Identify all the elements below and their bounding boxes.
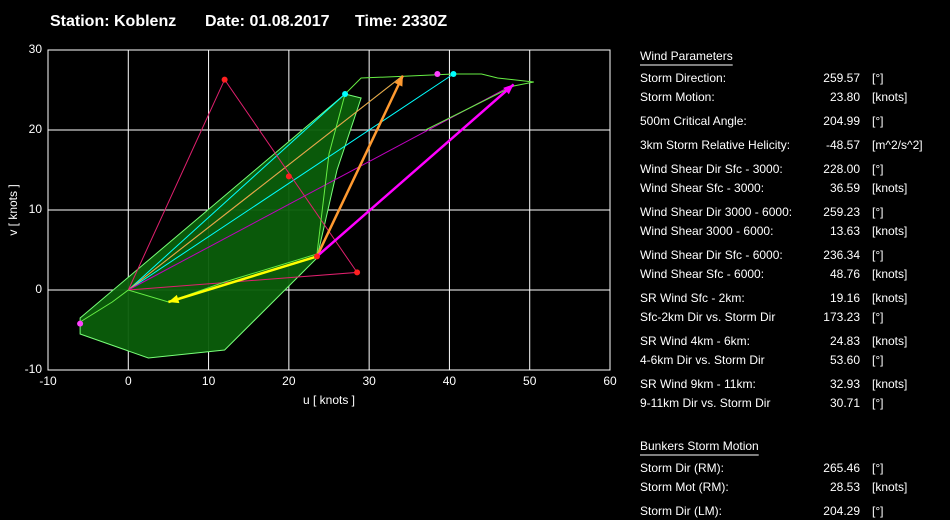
x-tick-label: 20 xyxy=(282,374,296,388)
param-label: SR Wind 9km - 11km: xyxy=(640,377,756,391)
param-unit: [°] xyxy=(872,353,883,367)
arrow-head xyxy=(394,75,403,87)
param-value: 32.93 xyxy=(830,377,860,391)
param-unit: [°] xyxy=(872,71,883,85)
param-value: 19.16 xyxy=(830,291,860,305)
param-label: Wind Shear Sfc - 6000: xyxy=(640,267,764,281)
param-value: 53.60 xyxy=(830,353,860,367)
param-value: 23.80 xyxy=(830,90,860,104)
hodo-line xyxy=(128,83,514,291)
y-tick-label: 20 xyxy=(29,122,43,136)
point xyxy=(221,76,228,83)
param-value: 13.63 xyxy=(830,224,860,238)
point xyxy=(77,320,84,327)
param-value: 265.46 xyxy=(823,461,860,475)
param-unit: [knots] xyxy=(872,334,907,348)
param-unit: [°] xyxy=(872,310,883,324)
param-label: Storm Direction: xyxy=(640,71,726,85)
param-unit: [knots] xyxy=(872,377,907,391)
param-unit: [°] xyxy=(872,396,883,410)
x-axis-label: u [ knots ] xyxy=(303,393,355,407)
param-unit: [m^2/s^2] xyxy=(872,138,923,152)
y-axis-label: v [ knots ] xyxy=(6,184,20,235)
param-label: 4-6km Dir vs. Storm Dir xyxy=(640,353,765,367)
point xyxy=(342,91,349,97)
param-value: 36.59 xyxy=(830,181,860,195)
param-unit: [knots] xyxy=(872,90,907,104)
param-label: 500m Critical Angle: xyxy=(640,114,747,128)
param-unit: [°] xyxy=(872,461,883,475)
param-label: 3km Storm Relative Helicity: xyxy=(640,138,790,152)
param-value: 259.57 xyxy=(823,71,860,85)
hodo-line xyxy=(79,73,534,323)
hodo-line xyxy=(315,75,404,257)
y-tick-label: 30 xyxy=(29,42,43,56)
param-value: 28.53 xyxy=(830,480,860,494)
param-value: 173.23 xyxy=(823,310,860,324)
hodo-line xyxy=(425,81,534,131)
param-value: 48.76 xyxy=(830,267,860,281)
param-label: Storm Dir (RM): xyxy=(640,461,724,475)
x-tick-label: 40 xyxy=(443,374,457,388)
arrow-head xyxy=(168,294,180,304)
param-unit: [°] xyxy=(872,248,883,262)
y-tick-label: 10 xyxy=(29,202,43,216)
x-tick-label: 60 xyxy=(603,374,617,388)
param-value: 236.34 xyxy=(823,248,860,262)
param-label: Sfc-2km Dir vs. Storm Dir xyxy=(640,310,775,324)
shaded-area xyxy=(79,93,362,359)
param-label: Wind Shear Dir Sfc - 3000: xyxy=(640,162,783,176)
param-label: Wind Shear Dir Sfc - 6000: xyxy=(640,248,783,262)
param-label: Storm Dir (LM): xyxy=(640,504,722,518)
date: Date: 01.08.2017 xyxy=(205,13,330,30)
hodo-line xyxy=(316,83,515,258)
param-unit: [knots] xyxy=(872,480,907,494)
param-unit: [°] xyxy=(872,114,883,128)
param-unit: [knots] xyxy=(872,181,907,195)
param-unit: [knots] xyxy=(872,267,907,281)
x-tick-label: -10 xyxy=(39,374,57,388)
y-tick-label: 0 xyxy=(35,282,42,296)
param-value: -48.57 xyxy=(826,138,860,152)
x-tick-label: 30 xyxy=(362,374,376,388)
time: Time: 2330Z xyxy=(355,13,447,30)
param-label: Wind Shear 3000 - 6000: xyxy=(640,224,773,238)
param-label: SR Wind 4km - 6km: xyxy=(640,334,750,348)
hodo-line xyxy=(168,255,318,304)
param-unit: [°] xyxy=(872,504,883,518)
param-unit: [°] xyxy=(872,162,883,176)
param-label: Wind Shear Sfc - 3000: xyxy=(640,181,764,195)
param-label: 9-11km Dir vs. Storm Dir xyxy=(640,396,770,410)
param-value: 204.29 xyxy=(823,504,860,518)
point xyxy=(313,253,320,260)
param-label: Wind Shear Dir 3000 - 6000: xyxy=(640,205,792,219)
param-value: 228.00 xyxy=(823,162,860,176)
param-label: SR Wind Sfc - 2km: xyxy=(640,291,745,305)
param-unit: [knots] xyxy=(872,291,907,305)
station: Station: Koblenz xyxy=(50,13,176,30)
param-value: 204.99 xyxy=(823,114,860,128)
y-tick-label: -10 xyxy=(25,362,43,376)
param-label: Storm Motion: xyxy=(640,90,715,104)
x-tick-label: 10 xyxy=(202,374,216,388)
point xyxy=(354,269,361,276)
point xyxy=(285,173,292,180)
arrow-head xyxy=(503,84,514,95)
section-title: Wind Parameters xyxy=(640,49,733,63)
param-label: Storm Mot (RM): xyxy=(640,480,729,494)
x-tick-label: 0 xyxy=(125,374,132,388)
section-title: Bunkers Storm Motion xyxy=(640,439,759,453)
point xyxy=(434,71,441,77)
param-value: 30.71 xyxy=(830,396,860,410)
point xyxy=(450,71,457,77)
x-tick-label: 50 xyxy=(523,374,537,388)
param-value: 24.83 xyxy=(830,334,860,348)
param-unit: [knots] xyxy=(872,224,907,238)
plot-frame xyxy=(47,49,611,371)
param-unit: [°] xyxy=(872,205,883,219)
param-value: 259.23 xyxy=(823,205,860,219)
